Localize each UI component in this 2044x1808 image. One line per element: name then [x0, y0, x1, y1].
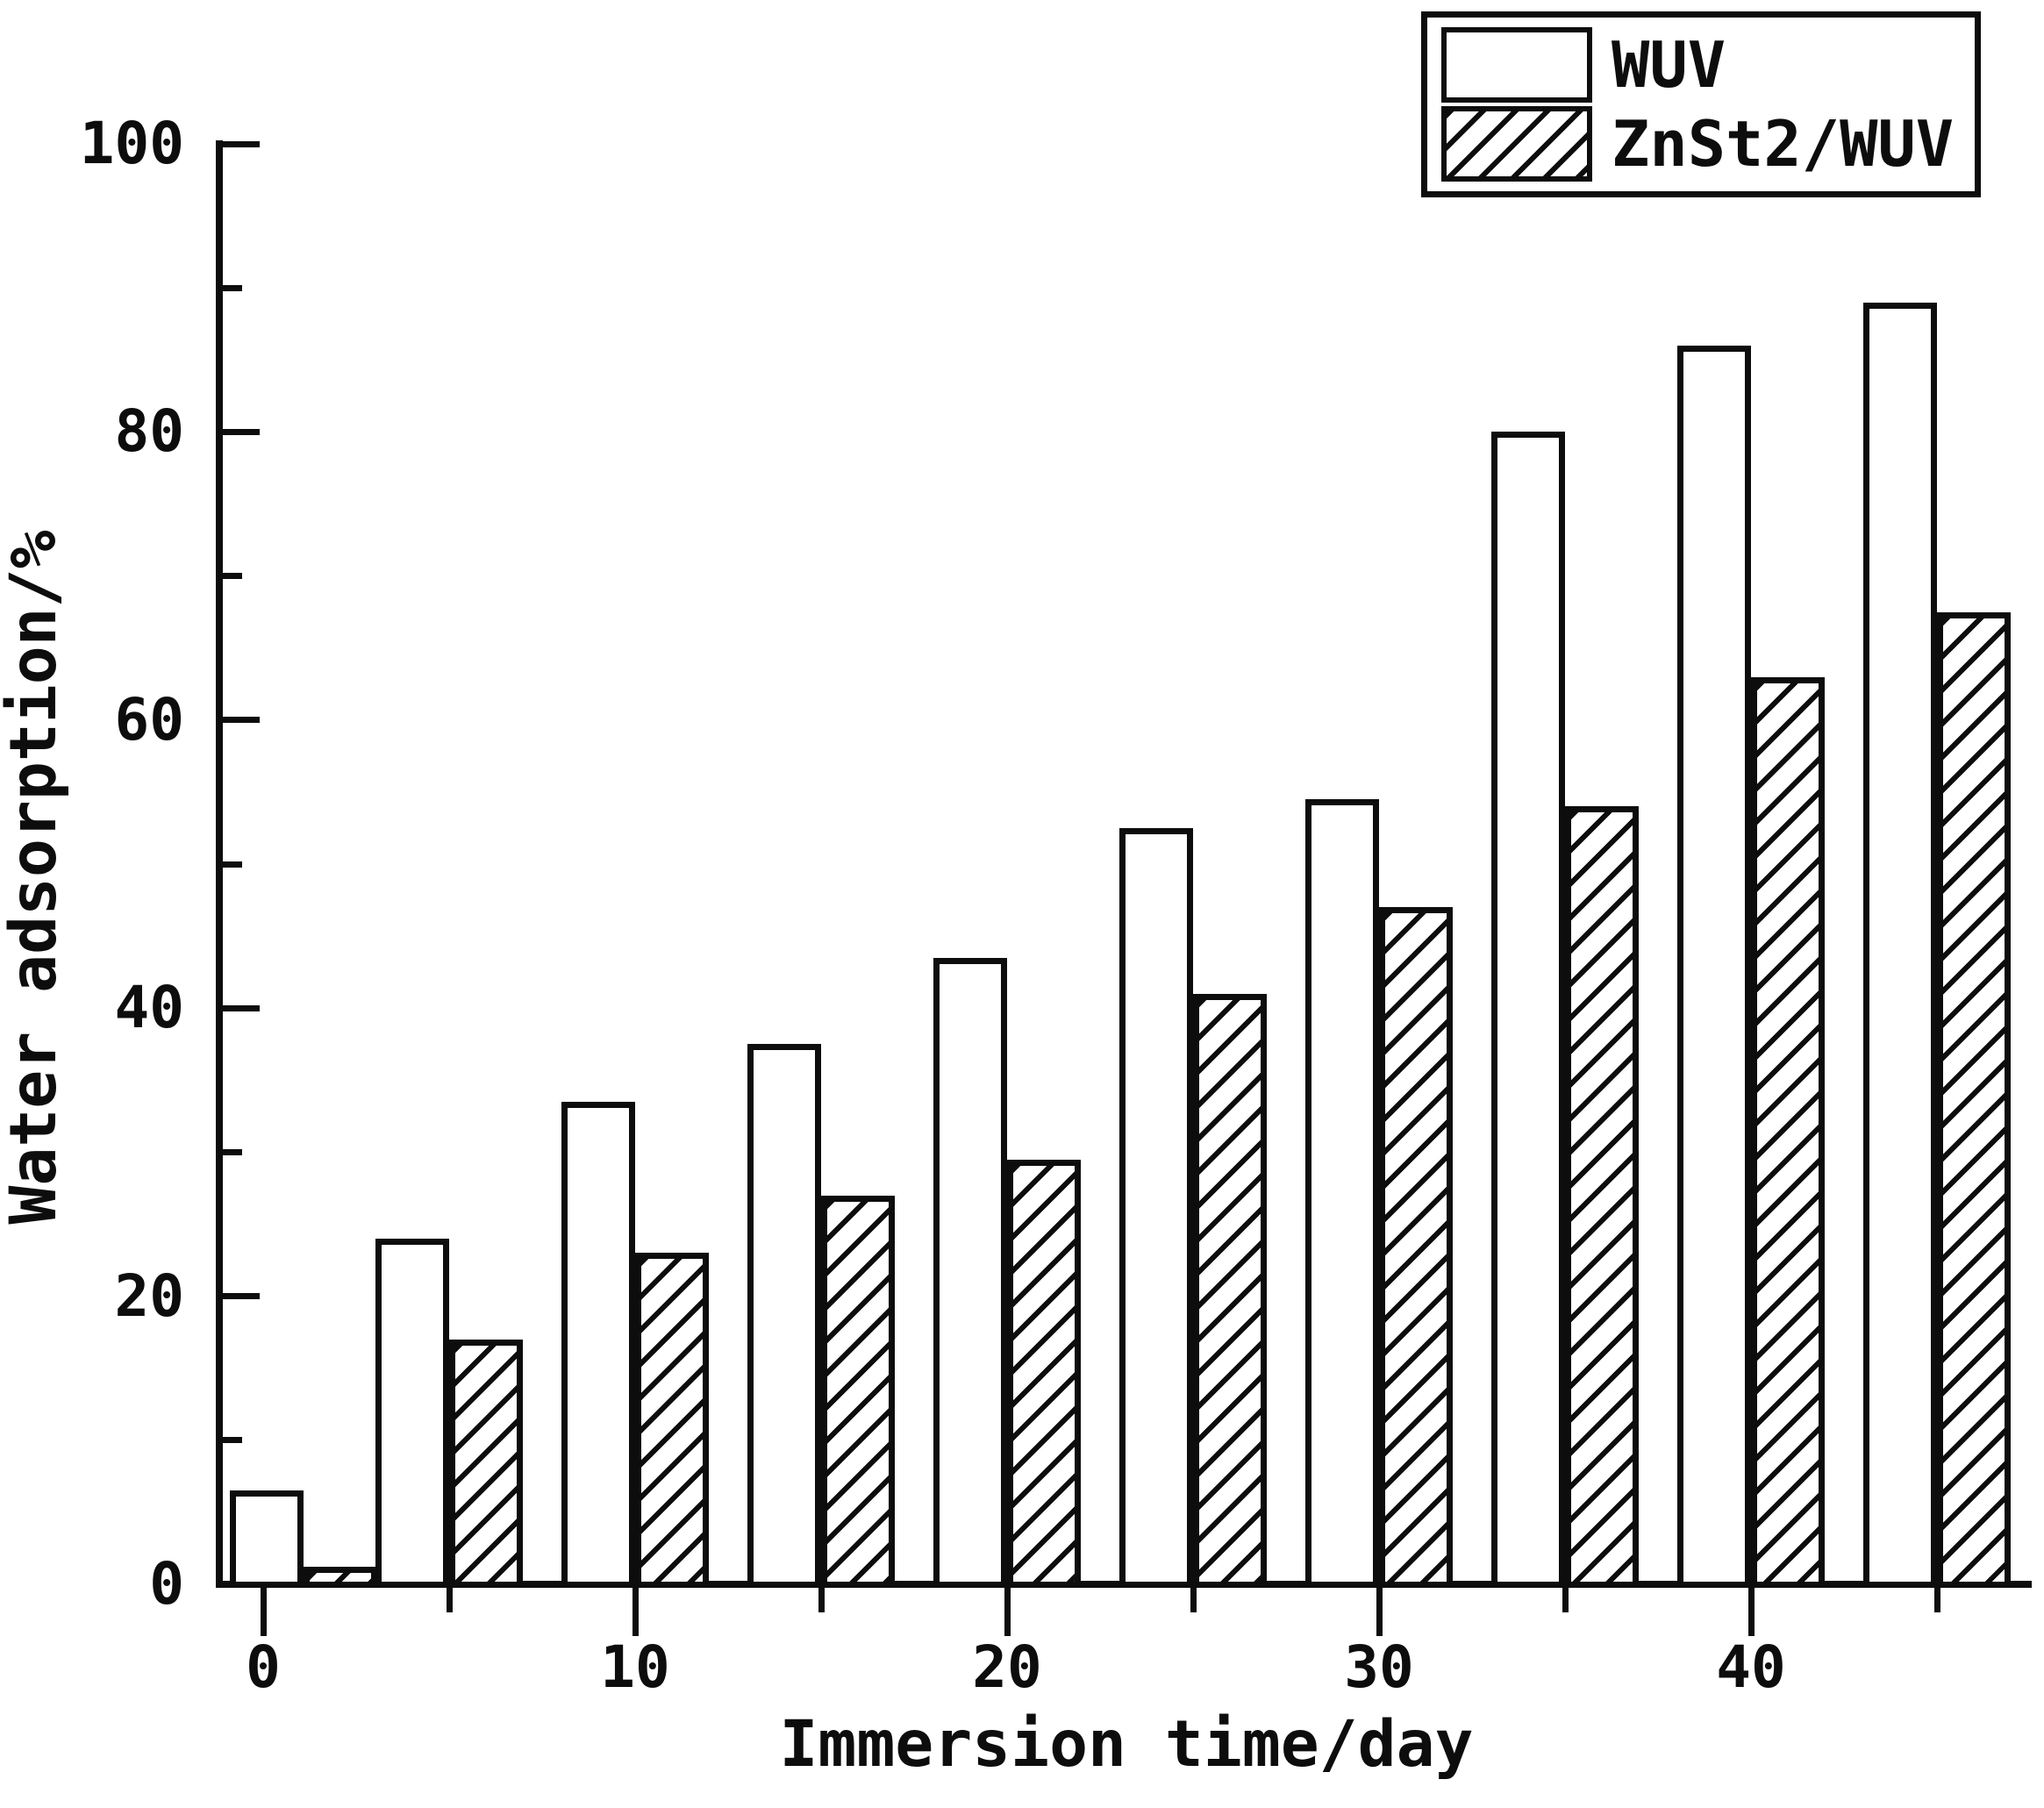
legend-label-znst2-wuv: ZnSt2/WUV [1612, 107, 1955, 181]
bar-znst2-wuv-day45 [1937, 611, 2011, 1588]
legend-swatch-wuv [1441, 27, 1592, 103]
legend-item-wuv: WUV [1441, 27, 1966, 103]
y-tick-label-0: 0 [149, 1550, 184, 1618]
x-major-tick-30 [1376, 1588, 1383, 1636]
y-axis-line [216, 140, 223, 1588]
x-major-tick-20 [1004, 1588, 1011, 1636]
y-tick-label-40: 40 [114, 974, 184, 1042]
x-minor-tick-5 [446, 1588, 453, 1612]
y-minor-tick-50 [223, 861, 242, 868]
bar-znst2-wuv-day25 [1193, 993, 1267, 1588]
bar-znst2-wuv-day15 [821, 1195, 895, 1588]
bar-znst2-wuv-day35 [1565, 806, 1639, 1588]
bar-znst2-wuv-day30 [1379, 907, 1453, 1588]
y-major-tick-40 [223, 1004, 260, 1011]
y-tick-label-20: 20 [114, 1261, 184, 1330]
x-axis-title: Immersion time/day [779, 1707, 1474, 1782]
y-minor-tick-70 [223, 573, 242, 580]
x-tick-label-0: 0 [246, 1633, 281, 1701]
bar-znst2-wuv-day40 [1751, 676, 1825, 1588]
x-major-tick-0 [260, 1588, 267, 1636]
x-tick-label-30: 30 [1344, 1633, 1414, 1701]
bar-znst2-wuv-day0 [304, 1567, 377, 1588]
y-axis-title: Water adsorption/% [0, 530, 71, 1225]
x-tick-label-20: 20 [972, 1633, 1042, 1701]
y-major-tick-100 [223, 140, 260, 147]
bar-wuv-day25 [1119, 827, 1193, 1588]
y-major-tick-80 [223, 428, 260, 435]
x-minor-tick-45 [1933, 1588, 1940, 1612]
legend-swatch-znst2-wuv [1441, 106, 1592, 182]
bar-znst2-wuv-day5 [449, 1339, 523, 1588]
y-major-tick-20 [223, 1293, 260, 1300]
bar-wuv-day45 [1863, 302, 1937, 1588]
x-tick-label-40: 40 [1716, 1633, 1786, 1701]
x-minor-tick-25 [1190, 1588, 1197, 1612]
legend-item-znst2-wuv: ZnSt2/WUV [1441, 106, 1966, 182]
x-minor-tick-15 [818, 1588, 825, 1612]
legend: WUV ZnSt2/WUV [1421, 11, 1981, 197]
y-minor-tick-10 [223, 1437, 242, 1444]
bar-wuv-day30 [1305, 799, 1379, 1588]
x-tick-label-10: 10 [600, 1633, 670, 1701]
y-tick-label-60: 60 [114, 685, 184, 754]
bar-wuv-day0 [230, 1490, 304, 1588]
y-minor-tick-90 [223, 284, 242, 291]
y-minor-tick-30 [223, 1148, 242, 1155]
legend-label-wuv: WUV [1612, 28, 1726, 102]
x-minor-tick-35 [1562, 1588, 1569, 1612]
bar-wuv-day20 [933, 957, 1007, 1588]
y-major-tick-60 [223, 717, 260, 724]
bar-wuv-day35 [1491, 432, 1565, 1588]
x-major-tick-10 [632, 1588, 639, 1636]
y-tick-label-100: 100 [79, 110, 184, 177]
bar-wuv-day10 [561, 1101, 635, 1588]
bar-znst2-wuv-day20 [1007, 1159, 1081, 1588]
bar-wuv-day5 [375, 1238, 449, 1588]
bar-wuv-day15 [747, 1044, 821, 1588]
y-tick-label-80: 80 [114, 397, 184, 466]
bar-znst2-wuv-day10 [635, 1253, 709, 1588]
bar-wuv-day40 [1677, 345, 1751, 1588]
x-major-tick-40 [1747, 1588, 1755, 1636]
